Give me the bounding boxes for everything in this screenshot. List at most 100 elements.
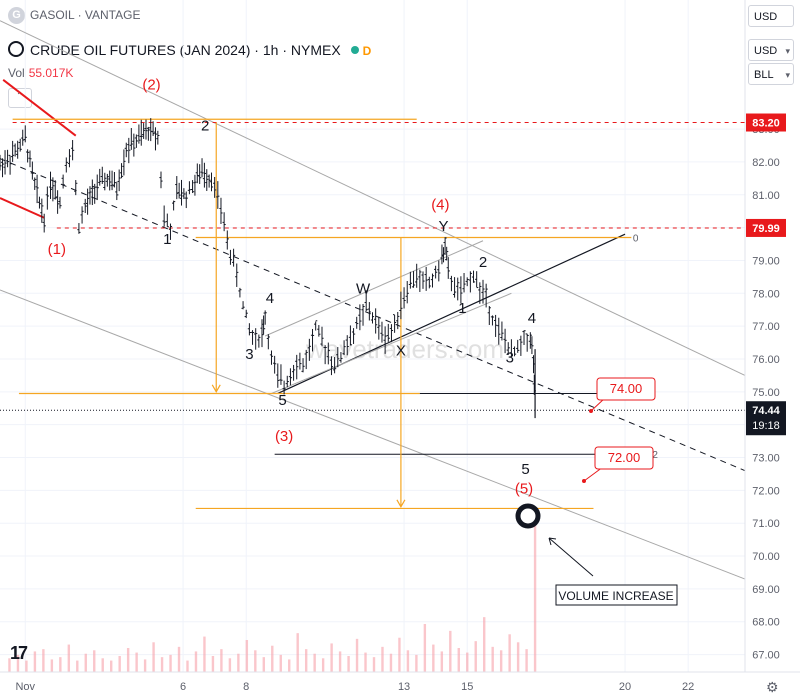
unit-select[interactable]: BLL ▾ [748, 63, 794, 85]
volume-bar [457, 648, 460, 672]
volume-bar [84, 653, 87, 672]
volume-bar [59, 657, 62, 672]
volume-bar [211, 656, 215, 672]
currency-value: USD [754, 45, 778, 57]
currency-select[interactable]: USD ▾ [748, 39, 794, 61]
currency-top-value: USD [754, 11, 778, 23]
volume-bar [25, 660, 28, 672]
volume-bar [474, 641, 477, 672]
tradingview-logo[interactable]: 17 [10, 643, 28, 663]
collapse-legend-button[interactable]: ⌃ [8, 88, 32, 108]
volume-bar [525, 649, 528, 672]
wave-label: (2) [142, 77, 160, 94]
volume-bar [50, 659, 54, 672]
settings-gear-icon[interactable]: ⚙ [766, 679, 779, 695]
volume-bar [245, 640, 249, 672]
y-tick-label: 71.00 [752, 518, 780, 530]
x-tick-label: 22 [682, 681, 694, 693]
volume-bar [93, 650, 96, 672]
volume-bar [143, 659, 147, 672]
x-tick-label: 8 [243, 681, 249, 693]
wave-label: 1 [458, 300, 466, 317]
delayed-badge: D [362, 44, 372, 58]
volume-bar [160, 657, 164, 672]
volume-bar [313, 653, 316, 672]
callout-dot [582, 479, 586, 483]
volume-bar [372, 657, 376, 672]
y-axis-labels: 67.0068.0069.0070.0071.0072.0073.0074.00… [752, 124, 780, 662]
volume-label[interactable]: Vol [8, 66, 25, 80]
volume-bar [126, 648, 130, 672]
wave-label: 3 [245, 346, 253, 363]
last-price-box [746, 401, 786, 436]
volume-value: 55.017K [28, 66, 74, 80]
chart-title[interactable]: CRUDE OIL FUTURES (JAN 2024) · 1h · NYME… [30, 42, 341, 58]
volume-bar [330, 643, 333, 672]
wave-label: (3) [275, 428, 293, 445]
y-tick-label: 67.00 [752, 650, 780, 662]
orange-arrow-right-head [396, 499, 406, 509]
volume-bar [237, 653, 240, 672]
volume-bar [483, 617, 486, 672]
wave-label: 3 [506, 349, 514, 366]
volume-bar [304, 649, 308, 672]
volume-bar [76, 660, 79, 672]
volume-bar [347, 656, 350, 672]
volume-bar [389, 653, 393, 672]
volume-bar [203, 636, 206, 672]
x-axis-labels: Nov 6 8 13 15 20 22 [15, 681, 694, 693]
wave-label: Y [439, 218, 449, 235]
chevron-down-icon: ▾ [785, 70, 790, 80]
symbol-logo-icon [8, 41, 24, 57]
channel-upper [0, 20, 746, 376]
y-tick-label: 78.00 [752, 288, 780, 300]
volume-bar [288, 659, 291, 672]
x-tick-label: 20 [619, 681, 631, 693]
x-tick-label: Nov [15, 681, 35, 693]
wave-label: 1 [163, 231, 171, 248]
wave-label: 4 [528, 310, 536, 327]
volume-bar [177, 646, 181, 672]
volume-bar [271, 645, 274, 672]
volume-bar [8, 658, 11, 672]
volume-bar [254, 650, 257, 672]
price-tags: 83.20 79.99 74.44 19:18 [746, 113, 786, 436]
callout-value: 74.00 [610, 381, 643, 396]
currency-top-select[interactable]: USD [748, 5, 794, 27]
y-tick-label: 77.00 [752, 321, 780, 333]
chart-legend: CRUDE OIL FUTURES (JAN 2024) · 1h · NYME… [8, 41, 371, 58]
wave-label: (5) [515, 481, 533, 498]
volume-bar [508, 634, 511, 672]
volume-note-arrow [548, 537, 594, 577]
symbol-label[interactable]: GASOIL · VANTAGE [30, 8, 141, 22]
volume-bar [491, 646, 494, 672]
y-tick-label: 79.00 [752, 255, 780, 267]
wave-label: 5 [521, 461, 529, 478]
wave-label: X [396, 343, 406, 360]
y-tick-label: 69.00 [752, 584, 780, 596]
volume-note-box [555, 584, 678, 606]
axes [0, 0, 800, 673]
top-bar: G GASOIL · VANTAGE [0, 0, 745, 32]
unit-value: BLL [754, 69, 774, 81]
volume-bar [321, 658, 325, 672]
volume-bar [406, 650, 410, 672]
volume-bar [466, 652, 469, 672]
y-tick-label: 76.00 [752, 354, 780, 366]
wave-label: 2 [201, 118, 209, 135]
volume-bar [415, 654, 418, 672]
volume-bar [186, 660, 189, 672]
callout-box [596, 377, 656, 401]
volume-bar [110, 660, 113, 672]
volume-bar [432, 644, 435, 672]
volume-bar [33, 651, 37, 672]
volume-bar [279, 654, 282, 672]
callout-dot [589, 409, 593, 413]
y-tick-label: 73.00 [752, 453, 780, 465]
volume-bar [118, 656, 121, 672]
volume-bar [516, 642, 520, 672]
drawings [0, 20, 746, 580]
red-trendline-bottom [0, 197, 45, 219]
volume-spike-marker [515, 503, 541, 529]
